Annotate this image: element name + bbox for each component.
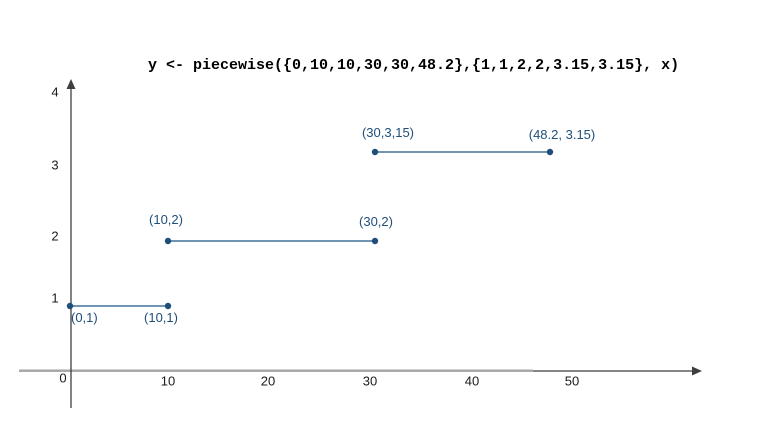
x-axis-tick-label: 20 — [260, 373, 276, 389]
chart-title: y <- piecewise({0,10,10,30,30,48.2},{1,1… — [148, 57, 680, 74]
data-point — [164, 302, 172, 310]
x-axis-tick-label: 0 — [59, 370, 67, 386]
data-point — [371, 148, 379, 156]
y-axis-tick-label: 2 — [51, 228, 59, 244]
point-label: (30,3,15) — [361, 125, 415, 140]
y-axis-tick-label: 4 — [51, 84, 59, 100]
x-axis-tick-label: 30 — [362, 373, 378, 389]
point-label: (10,1) — [144, 310, 178, 325]
data-point — [66, 302, 74, 310]
data-point — [164, 237, 172, 245]
data-point — [546, 148, 554, 156]
y-axis-tick-label: 1 — [51, 290, 59, 306]
point-label: (0,1) — [71, 310, 98, 325]
x-axis-tick-label: 40 — [464, 373, 480, 389]
point-label: (10,2) — [149, 212, 183, 227]
y-axis-arrowhead — [66, 79, 76, 89]
y-axis-tick-label: 3 — [51, 157, 59, 173]
x-axis-tick-label: 50 — [564, 373, 580, 389]
point-label: (48.2, 3.15) — [528, 127, 596, 142]
point-label: (30,2) — [359, 214, 393, 229]
data-point — [371, 237, 379, 245]
x-axis-tick-label: 10 — [160, 373, 176, 389]
x-axis-arrowhead — [692, 366, 702, 376]
